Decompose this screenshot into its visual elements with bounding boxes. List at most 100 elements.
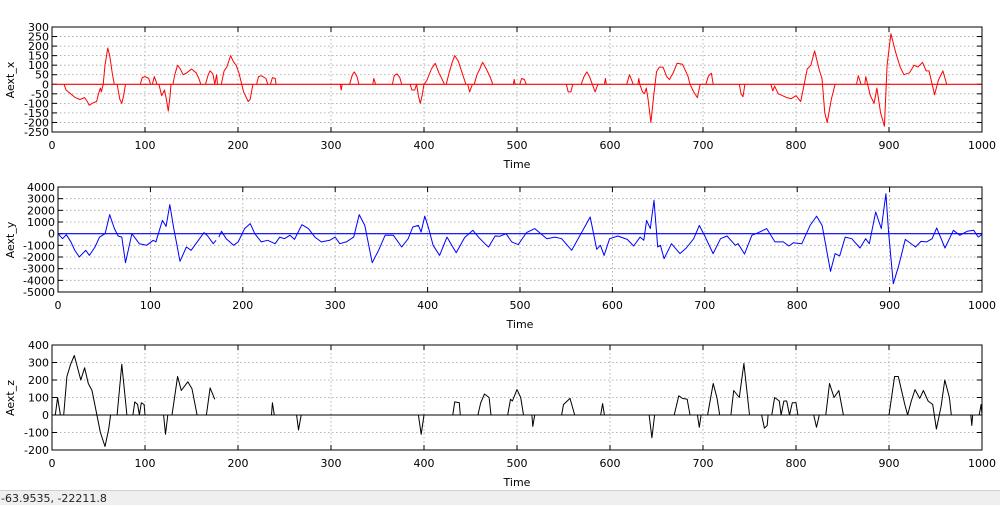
- series-line-segment: [565, 84, 574, 93]
- series-line-segment: [637, 62, 701, 123]
- series-line-segment: [158, 84, 172, 112]
- series-line-segment: [57, 204, 217, 264]
- x-tick-label: 1000: [968, 457, 996, 470]
- x-tick-label: 1000: [968, 299, 996, 312]
- series-line-segment: [296, 414, 302, 431]
- x-tick-label: 500: [510, 299, 531, 312]
- series-line-segment: [116, 363, 128, 416]
- y-axis-label: Aext_x: [4, 61, 17, 98]
- plot-frame: [51, 26, 983, 133]
- series-line-segment: [561, 397, 576, 416]
- x-tick-label: 400: [414, 457, 435, 470]
- series-line-segment: [271, 402, 275, 416]
- y-tick-label: 0: [42, 409, 49, 422]
- series-line-segment: [477, 393, 492, 416]
- series-line-segment: [473, 61, 494, 85]
- series-line-segment: [391, 73, 403, 85]
- y-tick-label: 200: [28, 374, 49, 387]
- y-tick-label: -150: [24, 107, 49, 120]
- x-tick-label: 500: [507, 139, 528, 152]
- x-tick-label: 800: [786, 457, 807, 470]
- x-tick-label: 800: [787, 299, 808, 312]
- series-line-segment: [705, 72, 714, 85]
- y-tick-label: -4000: [23, 274, 55, 287]
- x-tick-label: 700: [694, 299, 715, 312]
- status-bar: -63.9535, -22211.8: [0, 490, 1000, 505]
- series-line-segment: [445, 55, 467, 85]
- y-tick-label: 400: [28, 339, 49, 352]
- plot-frame: [51, 344, 983, 451]
- x-tick-label: 600: [600, 457, 621, 470]
- y-tick-label: -100: [24, 427, 49, 440]
- y-tick-label: -100: [24, 97, 49, 110]
- series-line-segment: [349, 71, 360, 85]
- y-tick-label: 250: [28, 31, 49, 44]
- series-line-segment: [707, 383, 721, 416]
- x-tick-label: 600: [600, 139, 621, 152]
- series-line-segment: [770, 50, 836, 123]
- series-line-segment: [63, 47, 115, 106]
- x-tick-label: 100: [135, 457, 156, 470]
- series-line-segment: [256, 75, 269, 85]
- x-axis-label: Time: [503, 476, 531, 489]
- series-line-segment: [270, 77, 277, 85]
- series-line-segment: [339, 84, 343, 91]
- y-tick-label: 1000: [27, 216, 55, 229]
- series-line-segment: [63, 355, 112, 447]
- x-tick-label: 200: [228, 457, 249, 470]
- y-tick-label: -250: [24, 126, 49, 139]
- y-tick-label: 150: [28, 50, 49, 63]
- x-tick-label: 500: [507, 457, 528, 470]
- y-axis-label: Aext_z: [4, 380, 17, 416]
- y-tick-label: -200: [24, 444, 49, 457]
- y-tick-label: 100: [28, 392, 49, 405]
- x-tick-label: 0: [49, 139, 56, 152]
- x-tick-label: 600: [602, 299, 623, 312]
- plot-frame: [57, 186, 983, 293]
- y-tick-label: 300: [28, 357, 49, 370]
- y-axis-label: Aext_y: [4, 221, 17, 258]
- x-tick-label: 900: [879, 139, 900, 152]
- series-line-segment: [696, 414, 702, 428]
- x-tick-label: 700: [693, 457, 714, 470]
- x-tick-label: 1000: [968, 139, 996, 152]
- y-tick-label: 50: [35, 69, 49, 82]
- series-line-segment: [864, 33, 948, 127]
- x-tick-label: 800: [786, 139, 807, 152]
- y-tick-label: -50: [31, 88, 49, 101]
- y-tick-label: -200: [24, 116, 49, 129]
- series-line-segment: [761, 414, 769, 429]
- x-tick-label: 100: [135, 139, 156, 152]
- y-tick-label: 100: [28, 59, 49, 72]
- subplot-aext-y: 40003000200010000-1000-2000-3000-4000-50…: [4, 181, 996, 331]
- series-line-segment: [172, 64, 202, 85]
- x-tick-label: 200: [232, 299, 253, 312]
- y-tick-label: 300: [28, 21, 49, 34]
- x-tick-label: 0: [49, 457, 56, 470]
- series-line-segment: [519, 78, 527, 85]
- series-line-segment: [507, 389, 524, 416]
- y-tick-label: 0: [48, 228, 55, 241]
- x-tick-label: 400: [414, 139, 435, 152]
- series-line-segment: [856, 75, 862, 85]
- series-line-segment: [220, 55, 254, 102]
- series-line-segment: [813, 414, 820, 428]
- x-tick-label: 700: [693, 139, 714, 152]
- x-tick-label: 300: [321, 139, 342, 152]
- series-line-segment: [531, 414, 536, 427]
- x-tick-label: 0: [55, 299, 62, 312]
- series-line-segment: [580, 71, 599, 93]
- x-tick-label: 300: [321, 457, 342, 470]
- series-line-segment: [171, 376, 198, 416]
- x-tick-label: 200: [228, 139, 249, 152]
- series-line-segment: [409, 62, 445, 104]
- y-tick-label: -2000: [23, 251, 55, 264]
- x-tick-label: 300: [325, 299, 346, 312]
- y-tick-label: -3000: [23, 263, 55, 276]
- series-line-segment: [730, 362, 750, 416]
- x-tick-label: 100: [140, 299, 161, 312]
- x-axis-label: Time: [503, 158, 531, 171]
